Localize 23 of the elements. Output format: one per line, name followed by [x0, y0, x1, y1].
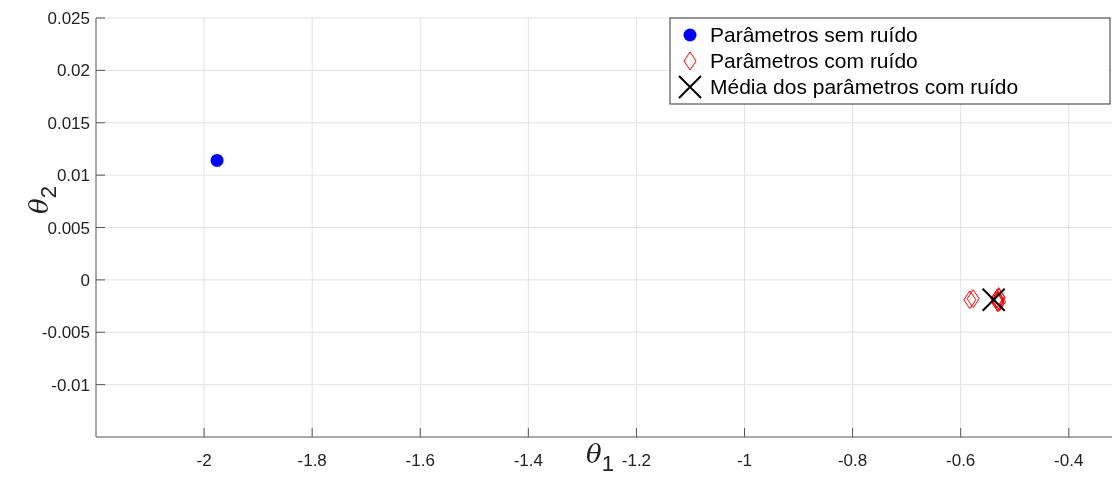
x-tick-label: -1.6 [405, 451, 435, 470]
x-axis-title: θ$_{1}$ [586, 439, 614, 476]
y-tick-label: 0.015 [47, 113, 90, 133]
x-tick-label: -1.8 [297, 451, 327, 470]
y-tick-label: 0.02 [56, 61, 90, 81]
y-tick-label: -0.01 [51, 375, 90, 395]
point [981, 287, 1006, 312]
legend-label: Parâmetros com ruído [710, 49, 918, 72]
x-tick-label: -1.4 [513, 451, 543, 470]
x-tick-label: -0.4 [1054, 451, 1084, 470]
legend-label: Parâmetros sem ruído [710, 23, 918, 46]
x-tick-label: -0.6 [946, 451, 976, 470]
y-tick-label: -0.005 [41, 323, 90, 343]
x-tick-label: -0.8 [837, 451, 868, 470]
x-tick-label: -1 [736, 451, 753, 470]
x-tick-label: -2 [196, 451, 212, 470]
y-tick-label: 0.025 [47, 9, 90, 28]
legend-label: Média dos parâmetros com ruído [710, 75, 1019, 98]
y-tick-label: 0.01 [56, 166, 90, 186]
y-tick-label: 0 [80, 270, 90, 290]
y-tick-label: 0.005 [47, 218, 90, 238]
point [210, 153, 224, 167]
x-tick-label: -1.2 [621, 451, 652, 470]
